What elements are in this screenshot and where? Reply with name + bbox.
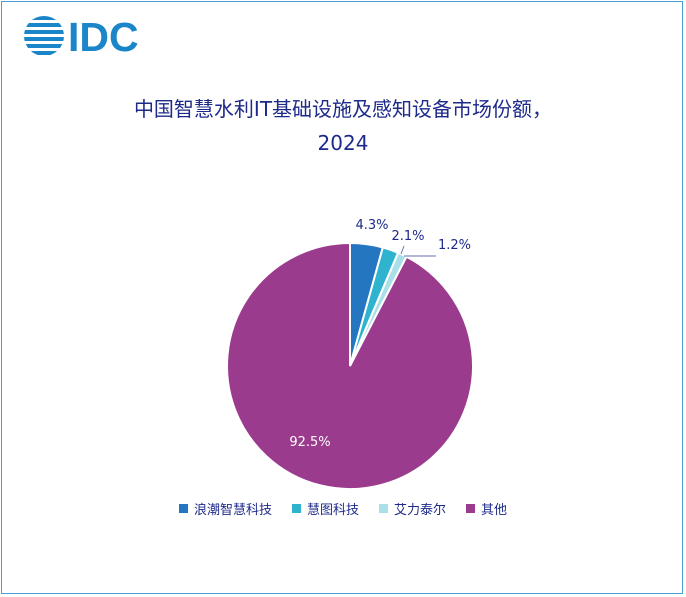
legend-swatch xyxy=(379,504,388,513)
legend-item-3: 艾力泰尔 xyxy=(379,499,446,518)
data-label-3: 1.2% xyxy=(438,238,471,253)
legend-label: 慧图科技 xyxy=(306,503,359,518)
legend-item-2: 慧图科技 xyxy=(291,499,359,518)
legend-swatch xyxy=(466,504,476,513)
data-label-2: 2.1% xyxy=(391,229,424,244)
legend-label: 艾力泰尔 xyxy=(394,503,447,518)
data-label-1: 4.3% xyxy=(355,218,388,233)
legend-item-1: 浪潮智慧科技 xyxy=(178,499,272,518)
legend-item-4: 其他 xyxy=(466,499,507,518)
globe-icon xyxy=(24,16,64,55)
legend-swatch xyxy=(291,504,301,513)
legend-label: 浪潮智慧科技 xyxy=(193,503,272,518)
chart-title-year: 2024 xyxy=(317,131,369,155)
idc-logo: IDC xyxy=(22,14,162,62)
legend-swatch xyxy=(178,504,188,513)
logo-text: IDC xyxy=(68,14,139,60)
leader-line-2 xyxy=(400,245,405,255)
chart-title: 中国智慧水利IT基础设施及感知设备市场份额， xyxy=(133,97,553,121)
legend-label: 其他 xyxy=(481,503,508,518)
pie-slice-4 xyxy=(226,241,474,490)
data-label-4: 92.5% xyxy=(289,435,330,450)
legend: 浪潮智慧科技 慧图科技 艾力泰尔 其他 xyxy=(0,499,686,518)
